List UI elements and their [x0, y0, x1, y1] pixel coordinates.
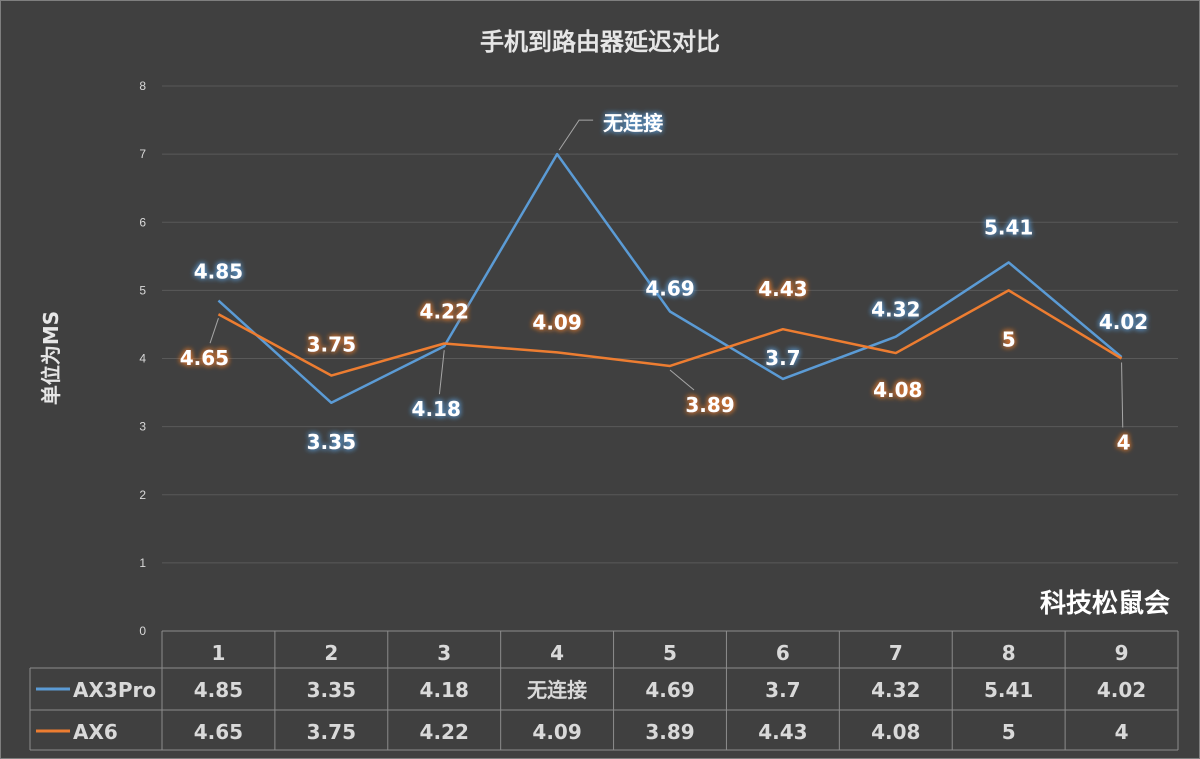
data-label: 4	[1117, 431, 1131, 455]
x-category-label: 7	[889, 641, 903, 665]
y-tick-label: 7	[139, 147, 146, 161]
data-label: 4.22	[420, 300, 469, 324]
data-label: 4.32	[871, 298, 920, 322]
y-axis-label: 单位为MS	[39, 311, 63, 405]
data-label: 3.35	[307, 430, 356, 454]
data-label: 3.7	[765, 346, 800, 370]
table-cell: 4.08	[871, 720, 920, 744]
leader-line	[669, 369, 695, 391]
leader-line	[1121, 362, 1124, 428]
table-cell: 4.02	[1097, 678, 1146, 702]
x-category-label: 5	[663, 641, 677, 665]
y-tick-label: 4	[139, 352, 146, 366]
table-cell: 无连接	[527, 678, 587, 702]
table-cell: 4.18	[420, 678, 469, 702]
x-category-label: 4	[550, 641, 564, 665]
data-label: 4.65	[180, 346, 229, 370]
table-cell: 4.32	[871, 678, 920, 702]
leader-line	[209, 318, 219, 344]
x-category-label: 3	[437, 641, 451, 665]
data-label: 4.02	[1099, 310, 1148, 334]
table-cell: 5	[1002, 720, 1016, 744]
table-cell: 4.09	[532, 720, 581, 744]
y-tick-label: 5	[139, 283, 146, 297]
table-cell: 4.85	[194, 678, 243, 702]
watermark: 科技松鼠会	[1040, 589, 1170, 619]
leader-line	[558, 119, 594, 151]
data-label: 5.41	[984, 215, 1033, 239]
data-label: 4.08	[873, 378, 922, 402]
data-label: 4.18	[412, 397, 461, 421]
x-category-label: 8	[1002, 641, 1016, 665]
data-label: 5	[1002, 327, 1016, 351]
y-tick-label: 8	[139, 79, 146, 93]
x-category-label: 2	[324, 641, 338, 665]
y-tick-label: 2	[139, 488, 146, 502]
table-cell: 4	[1115, 720, 1129, 744]
table-cell: 3.75	[307, 720, 356, 744]
data-label: 无连接	[603, 111, 663, 135]
legend-label: AX3Pro	[73, 678, 156, 702]
data-label: 3.75	[307, 333, 356, 357]
data-label: 3.89	[685, 393, 734, 417]
data-label: 4.09	[532, 310, 581, 334]
legend-label: AX6	[73, 720, 118, 744]
y-tick-label: 6	[139, 215, 146, 229]
table-cell: 3.35	[307, 678, 356, 702]
table-cell: 4.69	[645, 678, 694, 702]
chart-title: 手机到路由器延迟对比	[480, 28, 720, 56]
table-cell: 4.65	[194, 720, 243, 744]
data-label: 4.85	[194, 260, 243, 284]
table-cell: 4.22	[420, 720, 469, 744]
table-cell: 4.43	[758, 720, 807, 744]
x-category-label: 1	[211, 641, 225, 665]
y-tick-label: 3	[139, 420, 146, 434]
table-cell: 3.7	[765, 678, 800, 702]
data-label: 4.69	[645, 276, 694, 300]
x-category-label: 6	[776, 641, 790, 665]
leader-line	[438, 350, 445, 395]
y-tick-label: 1	[139, 556, 146, 570]
table-cell: 3.89	[645, 720, 694, 744]
y-tick-label: 0	[139, 624, 146, 638]
x-category-label: 9	[1115, 641, 1129, 665]
series-line-AX3Pro	[217, 152, 1123, 405]
table-cell: 5.41	[984, 678, 1033, 702]
series-line-AX6	[217, 289, 1123, 377]
data-label: 4.43	[758, 277, 807, 301]
